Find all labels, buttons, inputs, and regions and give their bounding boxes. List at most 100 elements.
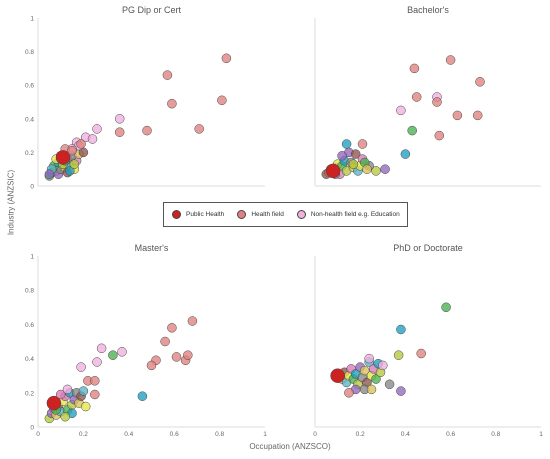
y-tick-label: 0.6 — [25, 322, 34, 329]
data-point-health-field — [187, 316, 198, 326]
legend-marker-public-health — [172, 210, 181, 219]
data-point-public-health — [55, 150, 71, 165]
data-point-other — [350, 149, 361, 159]
data-point-health-field — [171, 352, 182, 362]
data-point-health-field — [344, 388, 354, 398]
data-point-other — [396, 324, 406, 335]
data-point-health-field — [411, 92, 422, 102]
data-point-other — [362, 164, 372, 174]
x-tick-label: 0 — [36, 431, 40, 438]
panel-title: Master's — [135, 243, 169, 253]
data-point-other — [371, 374, 381, 384]
data-point-health-field — [416, 348, 426, 359]
x-tick-label: 0.2 — [356, 431, 365, 438]
data-point-other — [341, 139, 352, 149]
data-point-non-health-field-e-g-education — [92, 357, 102, 367]
data-point-other — [348, 159, 359, 169]
data-point-other — [137, 391, 148, 401]
data-point-health-field — [167, 323, 177, 333]
data-point-health-field — [434, 130, 445, 141]
data-point-health-field — [357, 139, 368, 149]
data-point-other — [359, 365, 370, 376]
data-point-other — [384, 379, 395, 390]
legend-item-public-health: Public Health — [172, 210, 224, 219]
data-point-other — [380, 164, 390, 174]
y-tick-label: 1 — [30, 254, 34, 261]
x-tick-label: 0.8 — [215, 431, 224, 438]
y-tick-label: 0.2 — [25, 390, 34, 397]
data-point-other — [407, 125, 417, 136]
legend-label-health-field: Health field — [251, 211, 284, 218]
data-point-other — [69, 159, 80, 169]
data-point-other — [337, 151, 347, 161]
legend-label-non-health: Non-health field e.g. Education — [310, 211, 400, 218]
data-point-health-field — [194, 124, 204, 134]
data-point-health-field — [221, 53, 232, 64]
x-tick-label: 0.8 — [491, 431, 500, 438]
data-point-other — [441, 302, 451, 313]
y-tick-label: 0.8 — [25, 288, 34, 295]
data-point-health-field — [90, 376, 100, 386]
x-tick-label: 0.2 — [79, 431, 88, 438]
y-tick-label: 0.4 — [25, 116, 34, 123]
x-tick-label: 0.4 — [401, 431, 410, 438]
data-point-health-field — [142, 125, 152, 136]
data-point-health-field — [445, 55, 456, 65]
x-tick-label: 0 — [313, 431, 317, 438]
data-point-non-health-field-e-g-education — [92, 124, 102, 134]
y-tick-label: 0 — [30, 184, 34, 191]
data-point-health-field — [475, 77, 485, 87]
panel-title: PhD or Doctorate — [393, 243, 463, 253]
x-axis-label: Occupation (ANZSCO) — [249, 442, 331, 451]
x-tick-label: 0.6 — [446, 431, 455, 438]
panel-title: PG Dip or Cert — [122, 5, 182, 15]
data-point-health-field — [472, 110, 483, 121]
data-point-other — [393, 350, 404, 360]
data-point-other — [80, 401, 91, 412]
x-tick-label: 0.4 — [124, 431, 133, 438]
legend-item-health-field: Health field — [237, 210, 284, 219]
data-point-other — [55, 389, 66, 400]
y-tick-label: 1 — [30, 16, 34, 23]
y-tick-label: 0.4 — [25, 356, 34, 363]
data-point-other — [400, 149, 411, 159]
y-tick-label: 0 — [30, 425, 34, 432]
panel-title: Bachelor's — [407, 5, 449, 15]
data-point-health-field — [432, 97, 442, 107]
data-point-non-health-field-e-g-education — [76, 362, 86, 372]
data-point-non-health-field-e-g-education — [396, 105, 406, 116]
data-point-health-field — [183, 350, 193, 360]
data-point-health-field — [160, 336, 170, 347]
data-point-health-field — [114, 127, 125, 137]
data-point-non-health-field-e-g-education — [96, 343, 107, 354]
data-point-health-field — [167, 98, 177, 109]
data-point-other — [60, 411, 70, 422]
data-point-other — [366, 384, 377, 395]
data-point-health-field — [76, 139, 86, 149]
legend: Public Health Health field Non-health fi… — [163, 202, 408, 227]
y-axis-label: Industry (ANZSIC) — [6, 169, 16, 236]
data-point-non-health-field-e-g-education — [62, 384, 73, 395]
data-point-public-health — [330, 368, 345, 383]
x-tick-label: 1 — [539, 431, 543, 438]
x-tick-label: 0.6 — [170, 431, 179, 438]
data-point-non-health-field-e-g-education — [87, 134, 98, 144]
data-point-other — [65, 166, 75, 176]
data-point-health-field — [146, 360, 157, 371]
legend-marker-health-field — [237, 210, 247, 219]
data-point-non-health-field-e-g-education — [114, 114, 125, 124]
legend-item-non-health: Non-health field e.g. Education — [296, 210, 400, 219]
data-point-non-health-field-e-g-education — [117, 347, 127, 357]
data-point-other — [78, 386, 89, 396]
legend-marker-non-health — [296, 210, 306, 219]
data-point-health-field — [452, 110, 463, 121]
data-point-non-health-field-e-g-education — [378, 360, 388, 371]
data-point-public-health — [46, 395, 62, 411]
y-tick-label: 0.6 — [25, 83, 34, 90]
data-point-health-field — [162, 70, 173, 80]
data-point-public-health — [325, 163, 341, 179]
data-point-health-field — [67, 145, 77, 156]
data-point-other — [396, 386, 406, 396]
data-point-other — [371, 166, 381, 176]
